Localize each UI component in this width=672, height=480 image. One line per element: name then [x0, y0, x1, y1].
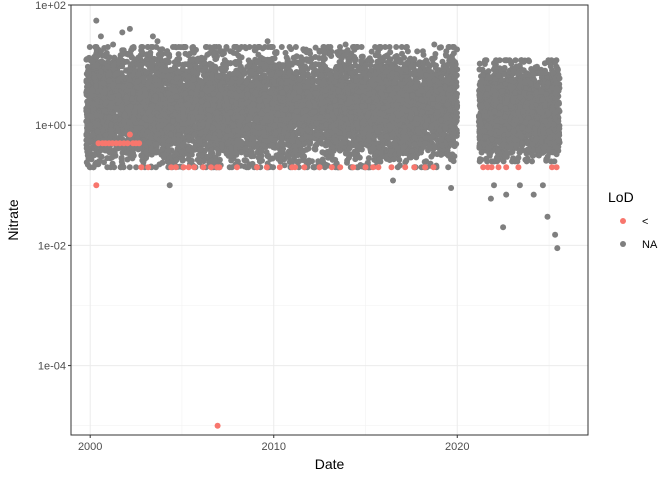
data-point-na — [394, 164, 401, 171]
data-point-na — [83, 159, 90, 166]
data-point-na — [368, 48, 375, 55]
data-point-na — [241, 157, 248, 164]
data-point-na — [133, 164, 140, 171]
data-point-na — [377, 45, 384, 52]
data-point-na — [432, 51, 439, 57]
data-point-na — [367, 62, 374, 69]
data-point-na — [282, 49, 289, 56]
data-point-na — [386, 44, 393, 50]
data-point-na — [111, 54, 118, 61]
data-point-na — [203, 44, 210, 50]
data-point-na — [398, 44, 405, 50]
data-point-na — [365, 155, 372, 162]
data-point-na — [429, 56, 436, 63]
data-point-na — [86, 44, 93, 50]
data-point-na — [124, 156, 131, 163]
data-point-na — [325, 154, 332, 161]
data-point-na — [278, 148, 285, 155]
data-point-na — [107, 164, 114, 171]
data-point-na — [372, 44, 379, 50]
series-na-points — [83, 17, 563, 252]
data-point-na — [312, 44, 319, 51]
data-point-na — [126, 164, 133, 171]
data-point-na — [278, 153, 285, 160]
data-point-na — [423, 158, 430, 165]
data-point-na — [278, 44, 285, 50]
data-point-na — [414, 48, 421, 55]
